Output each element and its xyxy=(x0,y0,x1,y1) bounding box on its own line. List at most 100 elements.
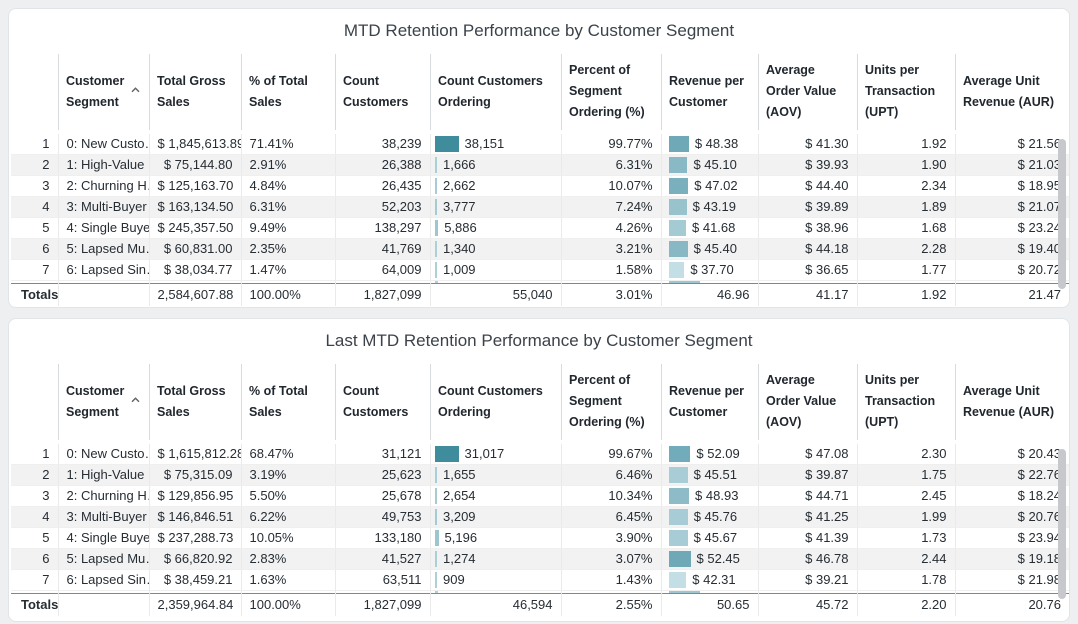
column-header-total_gross_sales[interactable]: Total Gross Sales xyxy=(149,359,241,444)
cell-pct-of-total-sales[interactable]: 3.19% xyxy=(241,464,336,486)
cell-pct-segment-ordering[interactable]: 6.31% xyxy=(561,154,662,176)
column-header-count_customers[interactable]: Count Customers xyxy=(335,49,430,134)
cell-average-order-value[interactable]: $ 36.65 xyxy=(758,259,858,281)
cell-average-order-value[interactable]: $ 44.40 xyxy=(758,175,858,197)
cell-units-per-transaction[interactable]: 2.34 xyxy=(857,175,956,197)
cell-count-customers-ordering[interactable]: 1,340 xyxy=(430,238,562,260)
total-count_customers[interactable]: 1,827,099 xyxy=(335,593,431,616)
cell-pct-segment-ordering[interactable]: 10.07% xyxy=(561,175,662,197)
cell-pct-segment-ordering[interactable]: 3.90% xyxy=(561,527,662,549)
cell-pct-segment-ordering[interactable]: 1.43% xyxy=(561,569,662,591)
total-segment[interactable] xyxy=(58,283,150,306)
cell-total-gross-sales[interactable]: $ 60,831.00 xyxy=(149,238,242,260)
cell-average-unit-revenue[interactable]: $ 20.76 xyxy=(955,506,1069,528)
total-aur[interactable]: 20.76 xyxy=(955,593,1069,616)
cell-pct-of-total-sales[interactable]: 6.31% xyxy=(241,196,336,218)
cell-customer-segment[interactable]: 3: Multi-Buyer xyxy=(58,196,150,218)
cell-units-per-transaction[interactable]: 1.89 xyxy=(857,196,956,218)
total-aov[interactable]: 41.17 xyxy=(758,283,858,306)
cell-average-unit-revenue[interactable]: $ 23.24 xyxy=(955,217,1069,239)
cell-average-order-value[interactable]: $ 47.08 xyxy=(758,444,858,465)
cell-pct-of-total-sales[interactable]: 10.05% xyxy=(241,527,336,549)
cell-average-order-value[interactable]: $ 39.87 xyxy=(758,464,858,486)
cell-count-customers[interactable]: 138,297 xyxy=(335,217,431,239)
cell-count-customers-ordering[interactable]: 1,666 xyxy=(430,154,562,176)
vertical-scrollbar[interactable] xyxy=(1058,139,1066,289)
cell-pct-of-total-sales[interactable]: 71.41% xyxy=(241,134,336,155)
cell-count-customers[interactable]: 26,435 xyxy=(335,175,431,197)
total-count_ordering[interactable]: 46,594 xyxy=(430,593,562,616)
cell-pct-segment-ordering[interactable]: 1.58% xyxy=(561,259,662,281)
total-upt[interactable]: 2.20 xyxy=(857,593,956,616)
cell-count-customers[interactable]: 41,769 xyxy=(335,238,431,260)
cell-count-customers-ordering[interactable]: 5,886 xyxy=(430,217,562,239)
cell-average-order-value[interactable]: $ 41.39 xyxy=(758,527,858,549)
cell-units-per-transaction[interactable]: 1.68 xyxy=(857,217,956,239)
cell-average-order-value[interactable]: $ 39.93 xyxy=(758,154,858,176)
cell-units-per-transaction[interactable]: 2.28 xyxy=(857,238,956,260)
cell-average-unit-revenue[interactable]: $ 20.72 xyxy=(955,259,1069,281)
cell-customer-segment[interactable]: 5: Lapsed Mu… xyxy=(58,548,150,570)
cell-count-customers-ordering[interactable]: 1,274 xyxy=(430,548,562,570)
total-aur[interactable]: 21.47 xyxy=(955,283,1069,306)
cell-revenue-per-customer[interactable]: $ 41.68 xyxy=(661,217,759,239)
cell-count-customers-ordering[interactable]: 3,209 xyxy=(430,506,562,528)
cell-revenue-per-customer[interactable]: $ 43.19 xyxy=(661,196,759,218)
cell-count-customers[interactable]: 64,009 xyxy=(335,259,431,281)
cell-revenue-per-customer[interactable]: $ 45.67 xyxy=(661,527,759,549)
cell-pct-segment-ordering[interactable]: 6.45% xyxy=(561,506,662,528)
cell-customer-segment[interactable]: 2: Churning H… xyxy=(58,175,150,197)
cell-total-gross-sales[interactable]: $ 75,315.09 xyxy=(149,464,242,486)
cell-customer-segment[interactable]: 4: Single Buyer xyxy=(58,527,150,549)
cell-total-gross-sales[interactable]: $ 1,615,812.28 xyxy=(149,444,242,465)
cell-count-customers-ordering[interactable]: 3,777 xyxy=(430,196,562,218)
cell-pct-of-total-sales[interactable]: 6.22% xyxy=(241,506,336,528)
cell-customer-segment[interactable]: 1: High-Value … xyxy=(58,464,150,486)
column-header-pct_segment_ordering[interactable]: Percent of Segment Ordering (%) xyxy=(561,359,661,444)
cell-average-order-value[interactable]: $ 46.78 xyxy=(758,548,858,570)
column-header-aur[interactable]: Average Unit Revenue (AUR) xyxy=(955,49,1069,134)
cell-customer-segment[interactable]: 5: Lapsed Mu… xyxy=(58,238,150,260)
cell-average-order-value[interactable]: $ 41.25 xyxy=(758,506,858,528)
column-header-pct_segment_ordering[interactable]: Percent of Segment Ordering (%) xyxy=(561,49,661,134)
cell-pct-of-total-sales[interactable]: 2.91% xyxy=(241,154,336,176)
cell-pct-of-total-sales[interactable]: 1.63% xyxy=(241,569,336,591)
column-header-aur[interactable]: Average Unit Revenue (AUR) xyxy=(955,359,1069,444)
cell-total-gross-sales[interactable]: $ 125,163.70 xyxy=(149,175,242,197)
cell-revenue-per-customer[interactable]: $ 52.45 xyxy=(661,548,759,570)
cell-average-unit-revenue[interactable]: $ 19.18 xyxy=(955,548,1069,570)
cell-revenue-per-customer[interactable]: $ 48.93 xyxy=(661,485,759,507)
cell-pct-segment-ordering[interactable]: 6.46% xyxy=(561,464,662,486)
cell-customer-segment[interactable]: 4: Single Buyer xyxy=(58,217,150,239)
total-count_ordering[interactable]: 55,040 xyxy=(430,283,562,306)
cell-average-order-value[interactable]: $ 41.30 xyxy=(758,134,858,155)
sort-ascending-chevron-up-icon[interactable] xyxy=(130,81,141,102)
column-header-count_customers[interactable]: Count Customers xyxy=(335,359,430,444)
cell-count-customers[interactable]: 133,180 xyxy=(335,527,431,549)
cell-revenue-per-customer[interactable]: $ 45.76 xyxy=(661,506,759,528)
cell-count-customers[interactable]: 52,203 xyxy=(335,196,431,218)
cell-pct-of-total-sales[interactable]: 4.84% xyxy=(241,175,336,197)
cell-count-customers[interactable]: 26,388 xyxy=(335,154,431,176)
cell-customer-segment[interactable]: 1: High-Value … xyxy=(58,154,150,176)
cell-units-per-transaction[interactable]: 2.45 xyxy=(857,485,956,507)
cell-pct-of-total-sales[interactable]: 2.35% xyxy=(241,238,336,260)
cell-revenue-per-customer[interactable]: $ 48.38 xyxy=(661,134,759,155)
cell-pct-segment-ordering[interactable]: 3.21% xyxy=(561,238,662,260)
total-upt[interactable]: 1.92 xyxy=(857,283,956,306)
cell-pct-of-total-sales[interactable]: 68.47% xyxy=(241,444,336,465)
total-aov[interactable]: 45.72 xyxy=(758,593,858,616)
column-header-total_gross_sales[interactable]: Total Gross Sales xyxy=(149,49,241,134)
cell-revenue-per-customer[interactable]: $ 45.10 xyxy=(661,154,759,176)
column-header-pct_total_sales[interactable]: % of Total Sales xyxy=(241,49,335,134)
cell-customer-segment[interactable]: 6: Lapsed Sin… xyxy=(58,569,150,591)
total-revenue_per_customer[interactable]: 46.96 xyxy=(661,283,759,306)
cell-pct-segment-ordering[interactable]: 7.24% xyxy=(561,196,662,218)
cell-total-gross-sales[interactable]: $ 38,459.21 xyxy=(149,569,242,591)
cell-average-unit-revenue[interactable]: $ 19.40 xyxy=(955,238,1069,260)
total-segment[interactable] xyxy=(58,593,150,616)
cell-average-order-value[interactable]: $ 38.96 xyxy=(758,217,858,239)
cell-pct-segment-ordering[interactable]: 10.34% xyxy=(561,485,662,507)
cell-count-customers-ordering[interactable]: 31,017 xyxy=(430,444,562,465)
cell-revenue-per-customer[interactable]: $ 37.70 xyxy=(661,259,759,281)
